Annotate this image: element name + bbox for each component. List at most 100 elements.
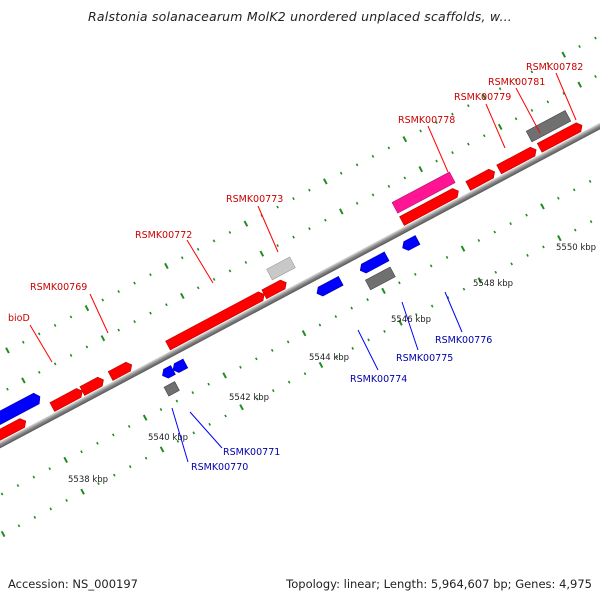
minor-tick	[414, 313, 418, 317]
other-features	[163, 266, 396, 397]
major-tick	[497, 123, 503, 131]
gene-arrow[interactable]	[49, 387, 85, 412]
gene-label-rsmk00771[interactable]: RSMK00771	[223, 447, 280, 458]
gene-label-rsmk00773[interactable]: RSMK00773	[226, 194, 283, 205]
gene-arrow-rsmk00774[interactable]	[315, 275, 344, 298]
gene-arrow-highlighted[interactable]	[391, 171, 456, 214]
minor-tick	[335, 355, 339, 359]
gene-arrow-rsmk00778[interactable]	[399, 187, 461, 226]
minor-tick	[387, 146, 391, 150]
major-tick	[80, 488, 85, 495]
minor-tick	[96, 441, 99, 445]
kbp-label: 5546 kbp	[391, 315, 431, 325]
gene-label-rsmk00782[interactable]: RSMK00782	[526, 62, 583, 73]
gene-arrow-rsmk00782[interactable]	[536, 121, 584, 153]
major-tick	[164, 262, 169, 270]
minor-tick	[387, 184, 391, 188]
gene-label-rsmk00776[interactable]: RSMK00776	[435, 335, 492, 346]
gene-label-rsmk00772[interactable]: RSMK00772	[135, 230, 192, 241]
minor-tick	[287, 380, 291, 384]
feature-block-grey[interactable]	[266, 256, 296, 281]
major-tick	[159, 446, 165, 453]
minor-tick	[80, 450, 83, 454]
minor-tick	[509, 222, 512, 226]
tick-row-forward-lower	[0, 220, 593, 538]
minor-tick	[494, 270, 498, 274]
gene-label-rsmk00775[interactable]: RSMK00775	[396, 353, 453, 364]
gene-arrow-bioD[interactable]	[0, 417, 28, 461]
major-tick	[318, 361, 324, 369]
minor-tick	[101, 298, 105, 302]
gene-arrow-rsmk00775[interactable]	[358, 251, 390, 275]
major-tick	[460, 245, 466, 252]
gene-arrow-rsmk00772[interactable]	[165, 290, 267, 351]
minor-tick	[207, 382, 210, 386]
major-tick	[402, 136, 408, 143]
minor-tick	[355, 163, 359, 167]
minor-tick	[127, 424, 131, 428]
major-tick	[239, 404, 244, 411]
minor-tick	[128, 465, 132, 469]
major-tick	[477, 277, 483, 284]
minor-tick	[176, 439, 180, 443]
gene-arrow[interactable]	[79, 375, 106, 396]
minor-tick	[334, 315, 338, 319]
gene-label-rsmk00774[interactable]: RSMK00774	[350, 374, 407, 385]
major-tick	[142, 414, 148, 421]
minor-tick	[367, 338, 370, 342]
gene-label-rsmk00778[interactable]: RSMK00778	[398, 115, 455, 126]
kbp-label: 5540 kbp	[148, 433, 188, 443]
gene-arrow[interactable]	[261, 278, 289, 300]
major-tick	[0, 530, 6, 538]
minor-tick	[546, 100, 550, 104]
minor-tick	[53, 362, 57, 366]
minor-tick	[318, 323, 322, 327]
tick-row-reverse-upper	[5, 36, 597, 354]
feature-block-grey[interactable]	[364, 266, 396, 291]
gene-arrow-rsmk00776[interactable]	[400, 235, 421, 253]
accession-text: Accession: NS_000197	[8, 577, 138, 591]
minor-tick	[117, 290, 120, 294]
scale-labels: 5538 kbp 5540 kbp 5542 kbp 5544 kbp 5546…	[68, 243, 596, 485]
minor-tick	[97, 482, 100, 486]
feature-block-grey[interactable]	[163, 381, 180, 397]
feature-block-grey[interactable]	[525, 110, 572, 143]
gene-arrow[interactable]	[107, 360, 134, 381]
major-tick	[5, 347, 10, 354]
gene-arrow-rsmk00781[interactable]	[496, 145, 539, 175]
tick-row-reverse-lower	[0, 179, 592, 496]
minor-tick	[53, 323, 57, 327]
minor-tick	[165, 303, 168, 307]
gene-label-biod[interactable]: bioD	[8, 313, 30, 324]
gene-arrow-rsmk00770[interactable]	[160, 365, 176, 380]
minor-tick	[22, 340, 25, 344]
kbp-label: 5544 kbp	[309, 353, 349, 363]
gene-label-rsmk00781[interactable]: RSMK00781	[488, 77, 545, 88]
minor-tick	[510, 262, 513, 266]
gene-label-rsmk00779[interactable]: RSMK00779	[454, 92, 511, 103]
kbp-label: 5548 kbp	[473, 279, 513, 289]
gene-arrow-rsmk00779[interactable]	[465, 167, 497, 191]
minor-tick	[573, 228, 577, 232]
gene-label-rsmk00770[interactable]: RSMK00770	[191, 462, 248, 473]
minor-tick	[308, 188, 311, 192]
gene-label-rsmk00769[interactable]: RSMK00769	[30, 282, 87, 293]
map-title: Ralstonia solanacearum MolK2 unordered u…	[88, 9, 512, 24]
forward-gene-labels: bioD RSMK00769 RSMK00772 RSMK00773 RSMK0…	[8, 62, 583, 324]
minor-tick	[191, 391, 195, 395]
gene-arrow-reverse[interactable]	[0, 391, 43, 449]
minor-tick	[451, 151, 454, 155]
gene-arrow-rsmk00771[interactable]	[171, 358, 189, 374]
minor-tick	[276, 205, 279, 209]
minor-tick	[482, 134, 486, 138]
minor-tick	[65, 498, 68, 502]
minor-tick	[542, 245, 545, 249]
major-tick	[180, 292, 185, 300]
kbp-label: 5542 kbp	[229, 393, 269, 403]
minor-tick	[308, 227, 311, 231]
minor-tick	[33, 515, 37, 519]
kbp-label: 5550 kbp	[556, 243, 596, 253]
major-tick	[21, 377, 26, 384]
minor-tick	[133, 320, 136, 324]
